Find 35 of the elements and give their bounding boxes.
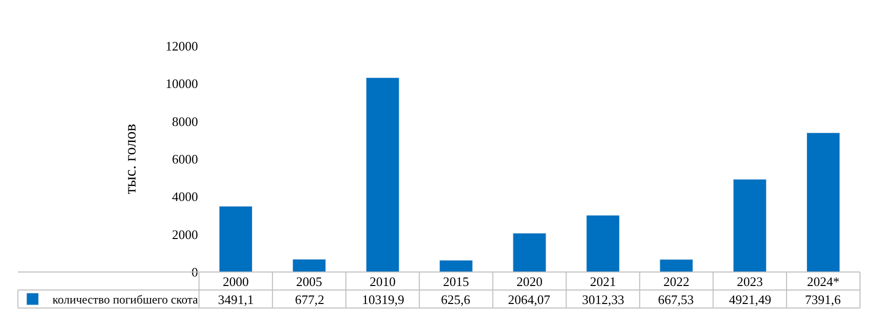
y-tick-label: 2000 bbox=[172, 226, 198, 242]
data-label: 3012,33 bbox=[582, 292, 624, 307]
bar bbox=[660, 259, 694, 272]
bar bbox=[806, 132, 840, 272]
legend-label: количество погибшего скота bbox=[52, 292, 199, 307]
data-label: 3491,1 bbox=[218, 292, 254, 307]
data-label: 2064,07 bbox=[508, 292, 551, 307]
x-tick-label: 2023 bbox=[736, 274, 763, 289]
data-label: 4921,49 bbox=[729, 292, 772, 307]
data-label: 625,6 bbox=[441, 292, 471, 307]
y-tick-label: 8000 bbox=[172, 114, 198, 129]
data-label: 677,2 bbox=[295, 292, 324, 307]
x-tick-label: 2024* bbox=[807, 274, 840, 289]
x-tick-label: 2010 bbox=[370, 274, 396, 289]
y-tick-label: 4000 bbox=[172, 189, 198, 204]
bar bbox=[292, 259, 326, 272]
x-tick-label: 2005 bbox=[296, 274, 322, 289]
x-tick-label: 2000 bbox=[222, 274, 249, 289]
y-tick-label: 12000 bbox=[166, 38, 198, 54]
x-tick-label: 2015 bbox=[443, 274, 470, 289]
data-label: 7391,6 bbox=[805, 292, 842, 307]
bar bbox=[439, 260, 473, 272]
bar bbox=[586, 215, 620, 272]
y-axis-title: тыс. голов bbox=[122, 123, 140, 194]
bar bbox=[366, 77, 400, 272]
x-tick-label: 2021 bbox=[590, 274, 616, 289]
y-tick-label: 6000 bbox=[172, 152, 198, 167]
bar bbox=[733, 179, 767, 272]
x-tick-label: 2020 bbox=[516, 274, 542, 289]
bar bbox=[218, 206, 252, 272]
y-tick-label: 10000 bbox=[166, 76, 198, 92]
bar bbox=[512, 232, 546, 272]
x-tick-label: 2022 bbox=[663, 274, 690, 289]
data-label: 667,53 bbox=[658, 292, 694, 307]
data-label: 10319,9 bbox=[362, 292, 404, 307]
